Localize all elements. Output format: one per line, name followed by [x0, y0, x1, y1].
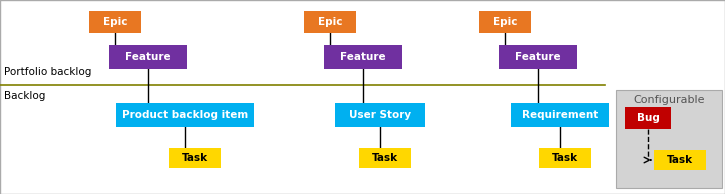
FancyBboxPatch shape	[539, 148, 591, 168]
FancyBboxPatch shape	[499, 45, 577, 69]
Text: Epic: Epic	[493, 17, 517, 27]
Text: Requirement: Requirement	[522, 110, 598, 120]
Text: Task: Task	[552, 153, 578, 163]
FancyBboxPatch shape	[116, 103, 254, 127]
Text: Backlog: Backlog	[4, 91, 46, 101]
Text: Configurable: Configurable	[633, 95, 705, 105]
Text: User Story: User Story	[349, 110, 411, 120]
FancyBboxPatch shape	[654, 150, 706, 170]
Text: Task: Task	[182, 153, 208, 163]
Text: Bug: Bug	[637, 113, 660, 123]
FancyBboxPatch shape	[479, 11, 531, 33]
FancyBboxPatch shape	[304, 11, 356, 33]
Text: Task: Task	[372, 153, 398, 163]
Text: Product backlog item: Product backlog item	[122, 110, 248, 120]
FancyBboxPatch shape	[324, 45, 402, 69]
FancyBboxPatch shape	[169, 148, 221, 168]
Text: Feature: Feature	[340, 52, 386, 62]
FancyBboxPatch shape	[335, 103, 425, 127]
Text: Epic: Epic	[318, 17, 342, 27]
Text: Task: Task	[667, 155, 693, 165]
FancyBboxPatch shape	[625, 107, 671, 129]
FancyBboxPatch shape	[109, 45, 187, 69]
FancyBboxPatch shape	[616, 90, 722, 188]
Text: Epic: Epic	[103, 17, 128, 27]
FancyBboxPatch shape	[359, 148, 411, 168]
FancyBboxPatch shape	[511, 103, 609, 127]
Text: Feature: Feature	[125, 52, 171, 62]
Text: Portfolio backlog: Portfolio backlog	[4, 67, 91, 77]
FancyBboxPatch shape	[89, 11, 141, 33]
Text: Feature: Feature	[515, 52, 561, 62]
